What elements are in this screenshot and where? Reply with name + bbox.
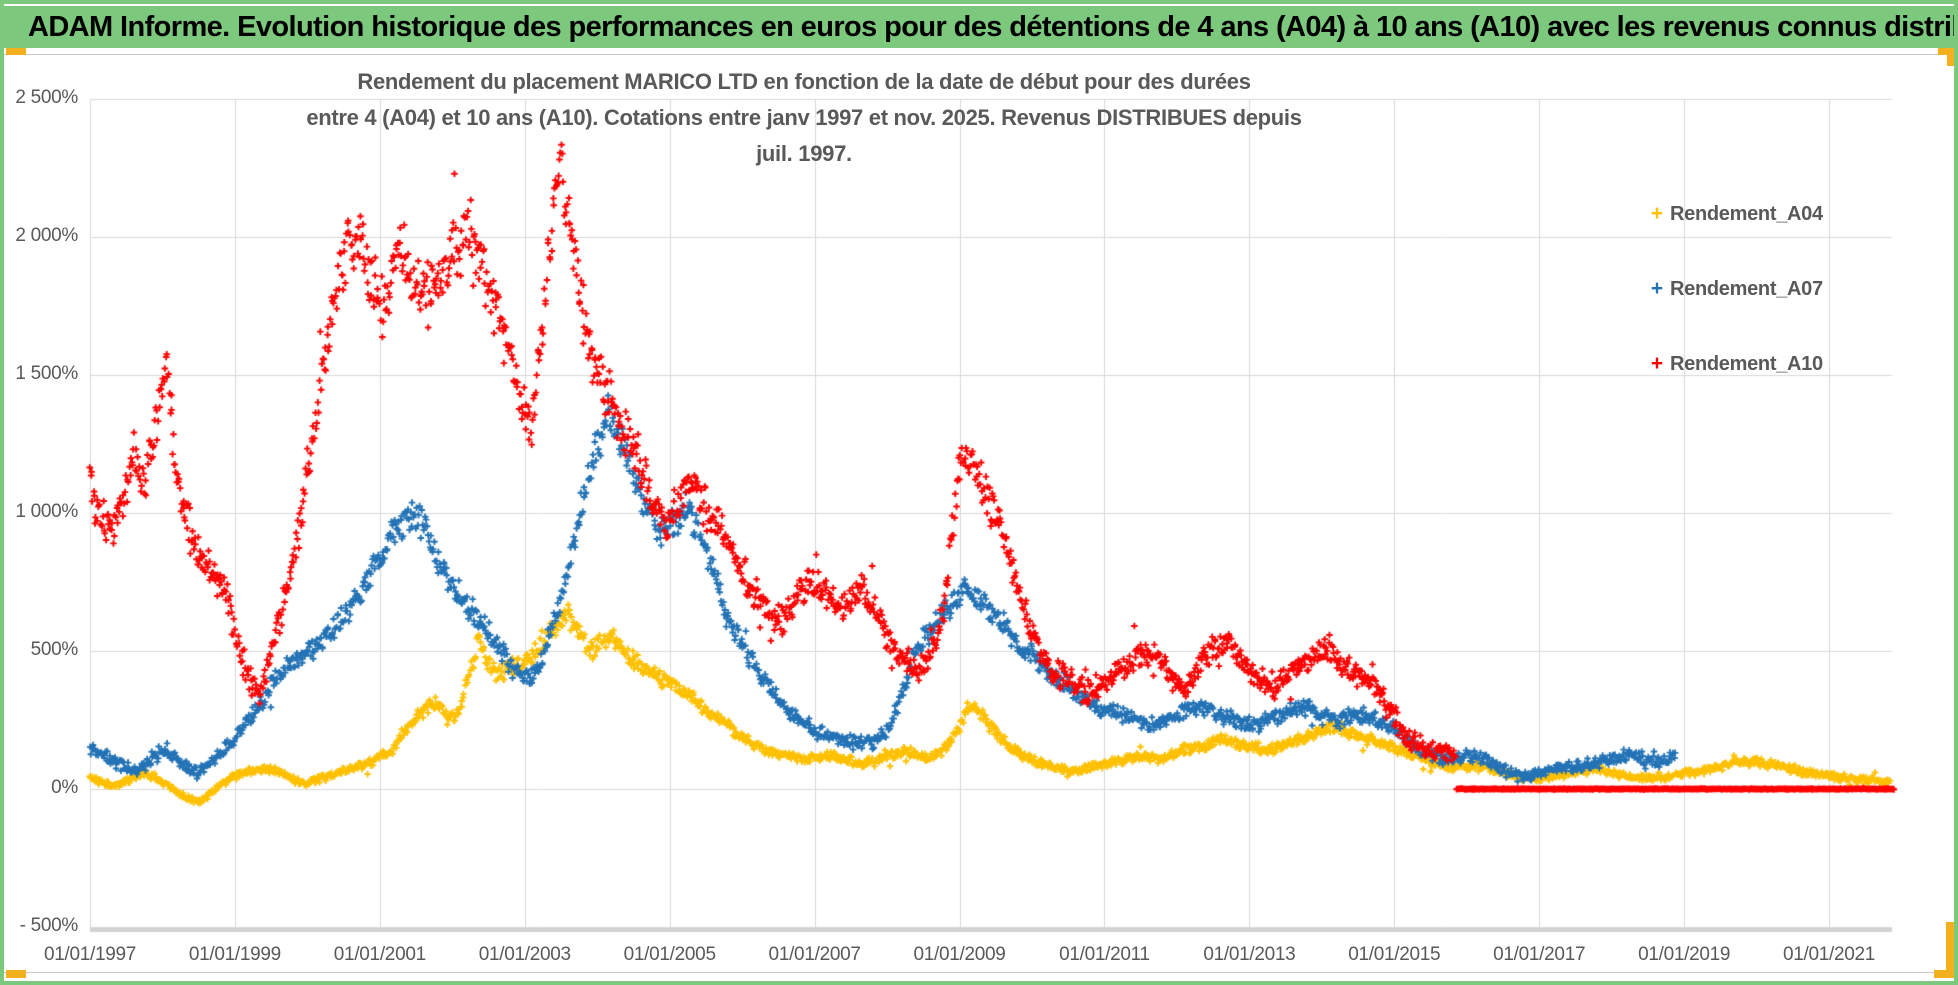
x-tick-label: 01/01/2013 [1203,944,1296,965]
x-tick-label: 01/01/1999 [188,944,281,965]
selection-handle-bottom-left[interactable] [6,970,26,978]
legend-item-a07[interactable]: + Rendement_A07 [1646,275,1823,303]
chart-title-line2: entre 4 (A04) et 10 ans (A10). Cotations… [306,105,1302,166]
selection-handle-top-left[interactable] [6,48,26,55]
legend-label-a07: Rendement_A07 [1670,277,1823,300]
selection-handle-top-right[interactable] [1938,48,1954,66]
y-tick-label: 2 500% [15,87,78,108]
y-tick-label: 2 000% [15,225,78,246]
y-tick-label: 0% [51,777,78,798]
x-tick-label: 01/01/2001 [333,944,426,965]
y-tick-label: 500% [30,639,79,660]
x-tick-label: 01/01/2021 [1782,944,1876,965]
legend-item-a10[interactable]: + Rendement_A10 [1646,350,1823,378]
x-tick-label: 01/01/2017 [1493,944,1586,965]
y-tick-label: - 500% [19,915,79,936]
plus-marker-icon: + [1650,352,1664,375]
legend-label-a04: Rendement_A04 [1670,202,1823,225]
x-tick-label: 01/01/1997 [43,944,137,965]
chart-canvas[interactable] [4,4,1954,981]
x-tick-label: 01/01/2005 [623,944,716,965]
x-tick-label: 01/01/2011 [1059,944,1150,965]
legend-label-a10: Rendement_A10 [1670,352,1823,375]
chart-title-line1: Rendement du placement MARICO LTD en fon… [357,69,1251,94]
chart-legend: + Rendement_A04 + Rendement_A07 + Rendem… [1646,200,1823,425]
x-tick-label: 01/01/2015 [1348,944,1441,965]
x-tick-label: 01/01/2007 [768,944,861,965]
plus-marker-icon: + [1650,277,1664,300]
legend-item-a04[interactable]: + Rendement_A04 [1646,200,1823,228]
chart-title: Rendement du placement MARICO LTD en fon… [304,64,1304,172]
x-tick-label: 01/01/2019 [1638,944,1731,965]
y-tick-label: 1 000% [15,501,78,522]
y-tick-label: 1 500% [15,363,78,384]
selection-handle-bottom-right[interactable] [1934,922,1954,978]
plus-marker-icon: + [1650,202,1664,225]
x-tick-label: 01/01/2009 [913,944,1006,965]
x-tick-label: 01/01/2003 [478,944,571,965]
